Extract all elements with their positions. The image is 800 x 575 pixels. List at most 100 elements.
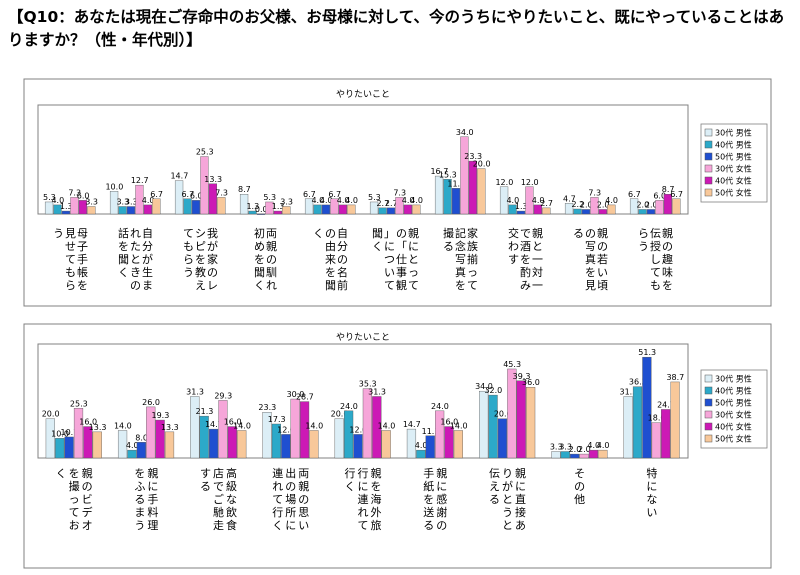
- data-label: 24.0: [431, 402, 449, 411]
- bar: [488, 394, 498, 459]
- category-label-char: の: [130, 279, 141, 292]
- bar: [372, 396, 382, 459]
- bar: [92, 431, 102, 459]
- category-label-char: 食: [226, 518, 237, 532]
- category-label-char: と: [532, 240, 543, 253]
- category-label-char: き: [130, 266, 141, 279]
- category-label-char: み: [520, 279, 531, 292]
- category-label-char: う: [53, 227, 64, 240]
- bar: [477, 168, 486, 215]
- data-label: 2.0: [645, 200, 658, 209]
- category-label-char: 聞: [118, 253, 129, 266]
- bar: [117, 430, 128, 459]
- bar: [218, 400, 228, 459]
- bar: [136, 442, 146, 459]
- category-label-char: 親: [515, 467, 526, 480]
- data-label: 14.0: [450, 421, 468, 430]
- data-label: 4.0: [51, 196, 64, 205]
- category-label-char: 若: [597, 253, 608, 266]
- category-label-char: 手: [423, 466, 434, 480]
- category-label-char: 話: [118, 226, 129, 240]
- bar: [460, 136, 469, 215]
- category-label-char: 出: [285, 466, 296, 480]
- bar: [632, 386, 643, 459]
- category-label-char: を: [423, 493, 434, 506]
- data-label: 12.0: [521, 178, 539, 187]
- data-label: 4.0: [587, 441, 600, 450]
- data-label: 12.0: [277, 425, 295, 434]
- category-label-char: を: [325, 266, 336, 279]
- chart-bottom: やりたいこと20.010.010.725.316.013.3親のビデオを撮ってお…: [23, 323, 772, 569]
- category-label-char: 自: [337, 227, 348, 240]
- data-label: 1.3: [60, 202, 73, 211]
- category-label-char: 観: [396, 278, 407, 292]
- category-label-char: ま: [142, 279, 153, 292]
- bar: [403, 204, 413, 215]
- category-label-char: で: [520, 227, 531, 240]
- category-label-char: を: [520, 253, 531, 266]
- data-label: 6.0: [77, 191, 90, 200]
- category-label-char: す: [508, 253, 519, 266]
- data-label: 4.0: [506, 196, 519, 205]
- category-label-char: に: [515, 480, 526, 493]
- category-label-char: 念: [455, 239, 466, 253]
- category-label-char: 親: [532, 227, 543, 240]
- category-label-char: い: [384, 266, 395, 279]
- legend-swatch: [704, 140, 713, 149]
- category-label-char: の: [597, 240, 608, 253]
- bar: [338, 204, 348, 215]
- category-label-char: 対: [532, 265, 543, 279]
- category-label-char: も: [65, 266, 76, 279]
- category-label-char: の: [662, 240, 673, 253]
- category-label-char: 写: [585, 240, 596, 253]
- data-label: 10.0: [105, 182, 123, 191]
- category-label-char: 味: [662, 266, 673, 279]
- category-label-char: の: [325, 227, 336, 240]
- data-label: 6.7: [670, 190, 683, 199]
- category-label-char: っ: [408, 266, 419, 279]
- bar: [55, 438, 65, 459]
- category-label-char: 頃: [597, 279, 608, 292]
- category-label-char: ら: [638, 227, 649, 240]
- category-label-char: ピ: [195, 240, 206, 253]
- category-label-char: 撮: [69, 479, 80, 493]
- bar: [143, 204, 152, 215]
- category-label-char: 連: [358, 492, 369, 506]
- bar: [378, 207, 387, 215]
- category-label-char: 真: [585, 252, 596, 266]
- category-label-char: お: [69, 519, 80, 532]
- data-label: 4.0: [320, 196, 333, 205]
- bar: [663, 194, 673, 215]
- data-label: 2.2: [571, 200, 584, 209]
- category-label-char: を: [69, 467, 80, 480]
- bar: [646, 209, 656, 215]
- category-label-char: く: [272, 519, 283, 532]
- category-label-char: レ: [207, 279, 218, 292]
- legend-label: 50代 女性: [715, 188, 752, 198]
- category-label-char: 族: [467, 239, 478, 253]
- bar: [70, 197, 79, 215]
- data-label: 4.0: [126, 441, 139, 450]
- category-label-char: が: [142, 252, 153, 266]
- bar: [290, 398, 300, 459]
- bar: [507, 368, 517, 459]
- category-label-char: め: [254, 240, 265, 253]
- category-label-char: 一: [532, 253, 543, 266]
- bar: [304, 198, 314, 215]
- category-label-char: 子: [77, 240, 88, 253]
- category-label-char: ら: [183, 253, 194, 266]
- data-label: 23.3: [258, 403, 276, 412]
- category-label-char: 仕: [396, 253, 407, 266]
- data-label: 10.7: [61, 428, 79, 437]
- category-label-char: 伝: [650, 227, 661, 240]
- data-label: 24.7: [657, 400, 675, 409]
- bar: [87, 206, 96, 215]
- category-label-char: に: [408, 240, 419, 253]
- data-label: 18.0: [648, 414, 666, 423]
- category-label-char: 分: [142, 240, 153, 253]
